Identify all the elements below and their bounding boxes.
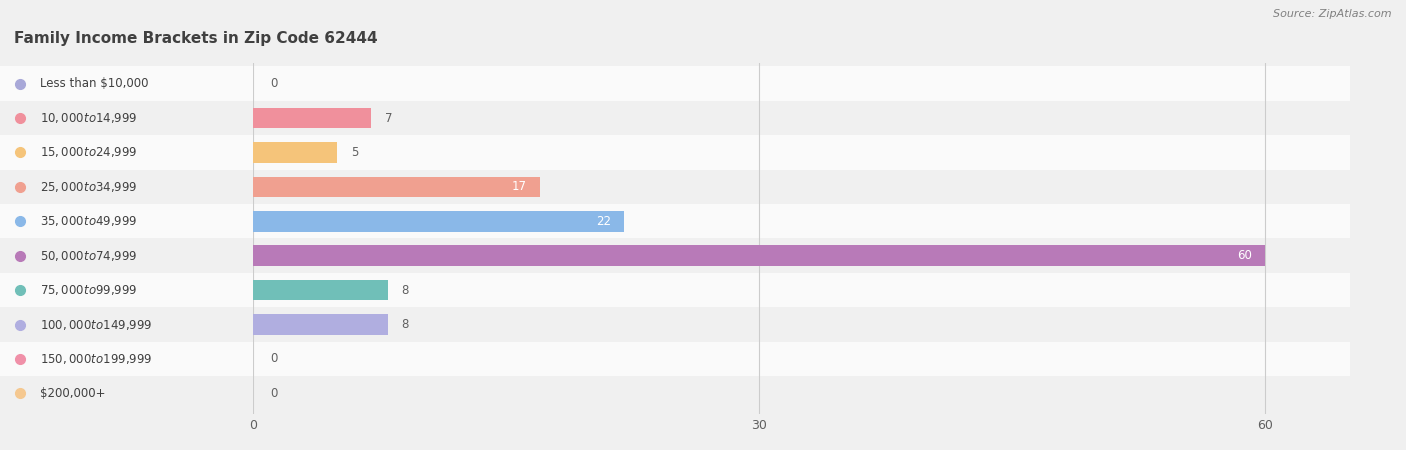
Bar [253,280,388,301]
Bar [0,376,1265,410]
Text: $10,000 to $14,999: $10,000 to $14,999 [41,111,138,125]
Bar [0,238,1265,273]
Text: Less than $10,000: Less than $10,000 [41,77,149,90]
Text: 17: 17 [512,180,526,194]
Bar [0,273,1406,307]
Text: $15,000 to $24,999: $15,000 to $24,999 [41,145,138,159]
Text: 7: 7 [385,112,392,125]
Bar [253,314,388,335]
Text: $25,000 to $34,999: $25,000 to $34,999 [41,180,138,194]
Bar [0,101,1406,135]
Bar [253,108,371,128]
Text: Family Income Brackets in Zip Code 62444: Family Income Brackets in Zip Code 62444 [14,32,378,46]
Bar [0,67,1265,101]
Bar [0,238,1406,273]
Bar [0,204,1265,238]
Bar [0,342,1406,376]
Text: 0: 0 [270,352,277,365]
Bar [253,176,540,197]
Text: $75,000 to $99,999: $75,000 to $99,999 [41,283,138,297]
Bar [0,307,1265,342]
Bar [0,67,1406,101]
Text: $200,000+: $200,000+ [41,387,105,400]
Bar [0,204,1406,238]
Bar [253,211,624,232]
Text: 0: 0 [270,387,277,400]
Text: 22: 22 [596,215,610,228]
Text: 8: 8 [402,318,409,331]
Bar [0,135,1406,170]
Text: $150,000 to $199,999: $150,000 to $199,999 [41,352,153,366]
Bar [253,245,1265,266]
Text: 8: 8 [402,284,409,297]
Bar [0,342,1265,376]
Bar [0,170,1265,204]
Bar [0,170,1406,204]
Text: 5: 5 [352,146,359,159]
Bar [0,135,1265,170]
Text: Source: ZipAtlas.com: Source: ZipAtlas.com [1274,9,1392,19]
Text: $50,000 to $74,999: $50,000 to $74,999 [41,249,138,263]
Text: 0: 0 [270,77,277,90]
Bar [0,307,1406,342]
Bar [0,376,1406,410]
Bar [0,273,1265,307]
Text: 60: 60 [1237,249,1251,262]
Bar [0,101,1265,135]
Text: $100,000 to $149,999: $100,000 to $149,999 [41,318,153,332]
Text: $35,000 to $49,999: $35,000 to $49,999 [41,214,138,228]
Bar [253,142,337,163]
